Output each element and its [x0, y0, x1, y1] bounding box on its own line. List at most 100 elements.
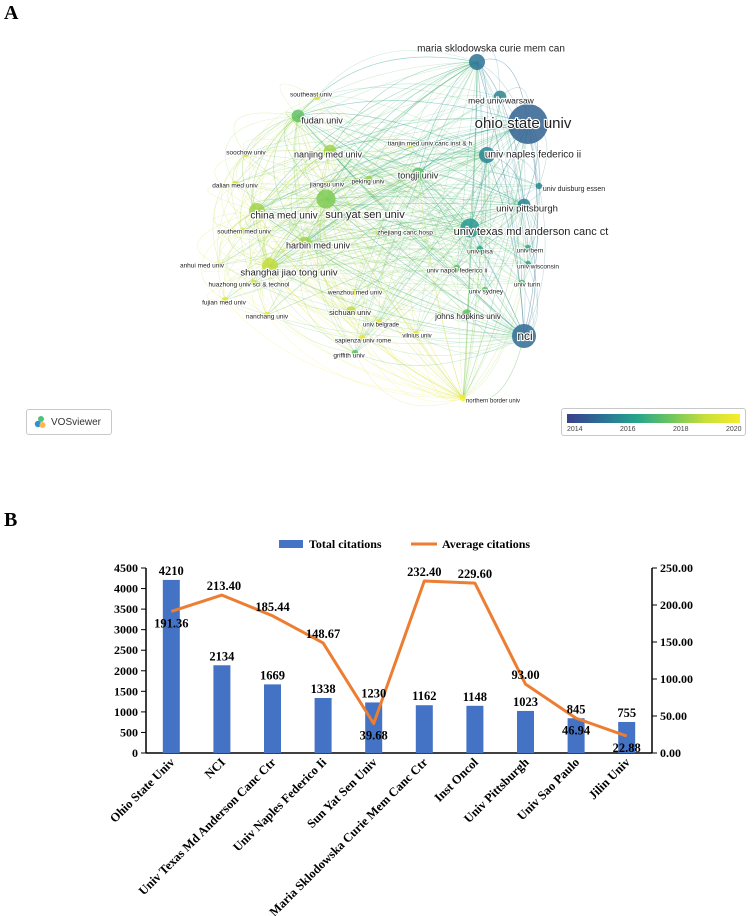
- network-edge: [378, 232, 464, 399]
- network-edge: [329, 150, 468, 315]
- bar-total-citations: [314, 697, 332, 753]
- network-edge: [476, 61, 525, 337]
- network-edge: [266, 314, 464, 399]
- network-edge: [263, 150, 331, 267]
- network-edge: [304, 204, 525, 244]
- network-edge: [256, 61, 478, 212]
- network-edge: [329, 150, 464, 399]
- network-edge: [316, 96, 419, 175]
- network-edge: [224, 227, 471, 301]
- network-node: [351, 288, 359, 296]
- network-edge: [224, 123, 529, 301]
- network-node-label: nanjing med univ: [294, 149, 363, 159]
- network-edge: [256, 185, 540, 212]
- network-edge: [245, 153, 525, 337]
- network-edge: [476, 61, 525, 337]
- network-edge: [214, 242, 306, 266]
- network-edge: [409, 144, 525, 206]
- network-node-label: shanghai jiao tong univ: [240, 268, 337, 279]
- network-edge: [251, 115, 299, 267]
- network-edge: [361, 61, 478, 339]
- network-node-label: wenzhou med univ: [327, 290, 383, 297]
- network-node: [469, 54, 485, 70]
- network-edge: [350, 227, 471, 312]
- network-edge: [224, 173, 419, 301]
- network-edge: [304, 242, 525, 337]
- network-edge: [322, 150, 363, 339]
- network-edge: [297, 115, 464, 399]
- x-category-label: Jilin Univ: [586, 755, 634, 803]
- network-edge: [269, 265, 464, 399]
- network-edge: [304, 242, 523, 284]
- network-edge: [297, 100, 529, 125]
- network-edge: [329, 139, 488, 156]
- network-edge: [325, 198, 525, 337]
- panel-b-label: B: [4, 509, 18, 531]
- network-edge: [304, 227, 471, 244]
- network-edge: [409, 144, 464, 399]
- network-edge: [304, 242, 481, 250]
- network-edge: [234, 183, 525, 206]
- network-edge: [469, 61, 478, 229]
- network-edge: [273, 115, 306, 244]
- network-edge: [269, 227, 471, 267]
- network-edge: [325, 198, 464, 399]
- network-edge: [368, 178, 525, 206]
- network-edge: [212, 210, 258, 232]
- network-edge: [523, 204, 538, 265]
- network-edge: [266, 204, 525, 316]
- network-edge: [304, 61, 478, 244]
- citations-chart: Total citations Average citations 0 500 1000…: [107, 537, 693, 916]
- network-edge: [253, 282, 464, 399]
- network-node-label: univ naples federico ii: [485, 150, 581, 161]
- network-edge: [268, 265, 356, 354]
- network-edge: [245, 153, 464, 399]
- network-edge: [354, 154, 488, 354]
- network-edge: [219, 264, 525, 337]
- network-edge: [249, 96, 318, 212]
- network-edge: [354, 61, 478, 354]
- network-edge: [269, 204, 525, 267]
- network-node-label: southern med univ: [217, 229, 271, 236]
- network-node-label: huazhong univ sci & technol: [209, 282, 290, 289]
- network-edge: [297, 115, 417, 335]
- network-edge: [219, 264, 464, 399]
- network-edge: [242, 123, 529, 232]
- network-edge: [266, 173, 419, 316]
- network-edge: [297, 115, 471, 229]
- network-edge: [417, 173, 525, 206]
- network-edge: [329, 95, 501, 152]
- network-edge: [304, 204, 525, 244]
- network-edge: [326, 183, 525, 206]
- network-edge: [354, 204, 525, 354]
- network-edge: [417, 169, 540, 187]
- colorbar-gradient: [567, 414, 740, 423]
- network-edge: [256, 123, 529, 212]
- network-edge: [252, 242, 306, 316]
- network-edge: [417, 61, 478, 175]
- network-edge: [224, 299, 464, 399]
- network-edge: [350, 123, 529, 312]
- network-edge: [466, 154, 488, 315]
- network-edge: [378, 227, 471, 323]
- network-edge: [326, 169, 419, 185]
- network-edge: [378, 154, 488, 323]
- network-edge: [304, 144, 411, 244]
- network-edge: [329, 150, 525, 337]
- network-edge: [486, 154, 529, 249]
- network-node-label: anhui med univ: [180, 263, 225, 270]
- network-edge: [329, 118, 529, 152]
- network-edge: [242, 242, 306, 284]
- network-edge: [462, 289, 486, 399]
- network-edge: [378, 204, 525, 323]
- network-edge: [304, 154, 488, 244]
- network-edge: [256, 210, 363, 339]
- network-edge: [242, 61, 478, 232]
- network-edge: [476, 61, 540, 187]
- network-edge: [288, 198, 327, 244]
- network-edge: [350, 173, 419, 312]
- bar-total-citations: [517, 710, 534, 753]
- network-node: [242, 150, 250, 158]
- network-edge: [301, 242, 363, 339]
- bar-total-citations: [466, 705, 484, 753]
